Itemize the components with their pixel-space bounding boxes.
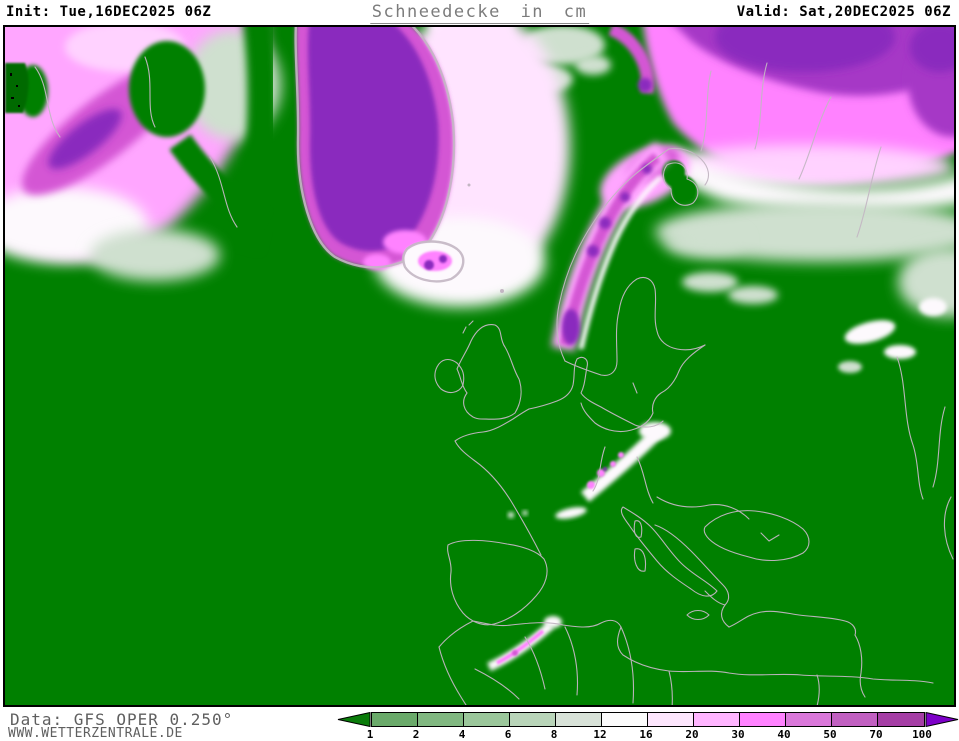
legend-box	[740, 713, 786, 726]
page-title: Schneedecke in cm	[369, 2, 590, 24]
left-edge-dark-patch	[5, 63, 29, 113]
legend-box	[878, 713, 924, 726]
legend-box	[648, 713, 694, 726]
norway-snow-region	[551, 141, 671, 352]
iceland-snow-region	[402, 183, 504, 293]
legend-tick-label: 50	[823, 728, 837, 741]
legend-box	[418, 713, 464, 726]
map-header: Init: Tue,16DEC2025 06Z Schneedecke in c…	[0, 0, 959, 26]
snow-depth-legend: 1 2 4 6 8 12 16 20 30 40 50 70 100	[337, 712, 959, 741]
legend-box	[464, 713, 510, 726]
legend-box	[786, 713, 832, 726]
legend-box	[510, 713, 556, 726]
legend-tick-label: 20	[685, 728, 699, 741]
legend-box	[694, 713, 740, 726]
white-sea-water	[662, 160, 698, 202]
data-source-label: Data: GFS OPER 0.250°	[10, 710, 234, 729]
russia-snow-region	[643, 27, 954, 373]
legend-tick-label: 100	[912, 728, 932, 741]
legend-box	[556, 713, 602, 726]
jan-mayen	[467, 183, 471, 187]
alps-snow-region	[580, 422, 671, 503]
faroe-islands	[500, 289, 504, 293]
legend-tick-label: 4	[458, 728, 466, 741]
atlas-snow-region	[487, 616, 562, 672]
legend-tick-label: 70	[869, 728, 883, 741]
legend-tick-label: 40	[777, 728, 791, 741]
legend-box	[372, 713, 418, 726]
iceland-coastline	[402, 240, 465, 283]
greenland-snow-region	[294, 27, 570, 307]
legend-tick-label: 2	[412, 728, 420, 741]
legend-tick-label: 16	[639, 728, 653, 741]
website-label: WWW.WETTERZENTRALE.DE	[8, 726, 183, 741]
map-canvas	[5, 27, 954, 705]
legend-boxes	[371, 712, 925, 727]
greenland-coastline	[294, 27, 456, 269]
legend-underflow-arrow	[337, 712, 371, 727]
legend-box	[832, 713, 878, 726]
legend-tick-label: 6	[504, 728, 512, 741]
pyrenees-snow-region	[508, 507, 587, 519]
snow-depth-map	[3, 25, 956, 709]
legend-overflow-arrow	[925, 712, 959, 727]
legend-tick-label: 1	[366, 728, 374, 741]
legend-tick-label: 30	[731, 728, 745, 741]
legend-tick-label: 8	[550, 728, 558, 741]
legend-box	[602, 713, 648, 726]
novaya-zemlya-snow-region	[608, 27, 655, 94]
legend-colorbar	[337, 712, 959, 727]
map-footer: Data: GFS OPER 0.250° WWW.WETTERZENTRALE…	[0, 707, 959, 741]
init-time-label: Init: Tue,16DEC2025 06Z	[6, 4, 212, 20]
valid-time-label: Valid: Sat,20DEC2025 06Z	[736, 4, 951, 20]
legend-tick-label: 12	[593, 728, 607, 741]
coastlines	[34, 56, 954, 705]
